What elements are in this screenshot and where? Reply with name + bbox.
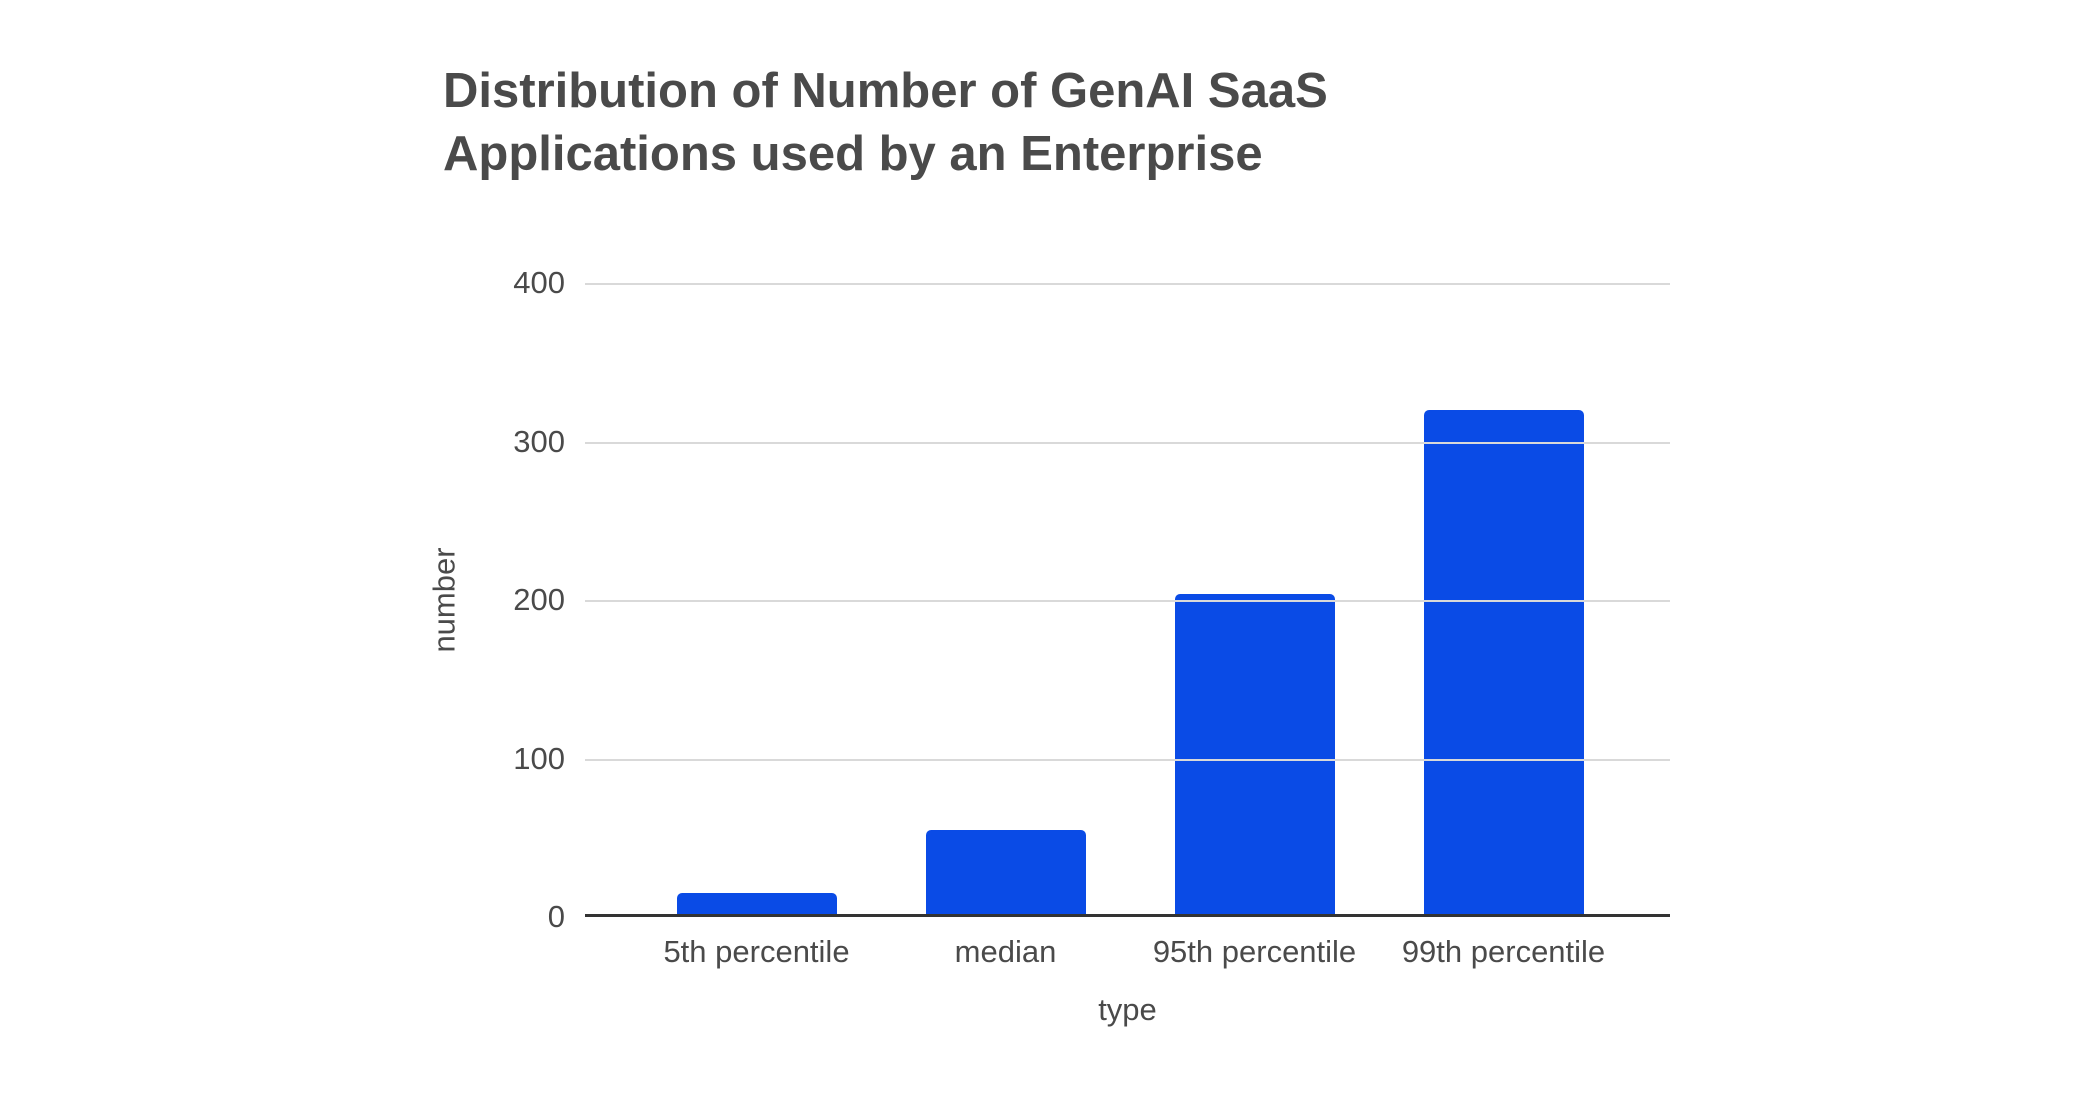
y-tick-label-300: 300	[513, 423, 565, 459]
bar-band	[1130, 283, 1379, 914]
y-tick-label-200: 200	[513, 582, 565, 617]
gridline-400	[585, 283, 1670, 285]
x-tick-label-99th-percentile: 99th percentile	[1401, 934, 1606, 969]
bar-band	[632, 283, 881, 914]
chart-title: Distribution of Number of GenAI SaaS App…	[443, 64, 1328, 181]
x-tick-labels: 5th percentile median 95th percentile 99th …	[632, 934, 1628, 970]
y-tick-label-0: 0	[547, 899, 565, 934]
bar-band	[881, 283, 1130, 914]
bar-99th-percentile	[1423, 410, 1584, 914]
x-tick-label-95th-percentile: 95th percentile	[1152, 934, 1357, 969]
gridline-200	[585, 600, 1670, 602]
x-axis-line	[585, 914, 1670, 917]
gridline-300	[585, 441, 1670, 444]
plot-area	[585, 283, 1670, 917]
x-axis-title: type	[1098, 992, 1157, 1027]
x-tick-label-5th-percentile: 5th percentile	[663, 934, 850, 969]
y-tick-labels: 400 300 200 100 0	[420, 265, 565, 934]
y-tick-label-100: 100	[513, 740, 565, 776]
bars-row	[632, 283, 1628, 914]
bar-5th-percentile	[676, 893, 837, 914]
bar-95th-percentile	[1174, 594, 1335, 914]
bar-band	[1379, 283, 1628, 914]
x-tick-label-median: median	[954, 934, 1057, 969]
gridline-100	[585, 758, 1670, 761]
bar-median	[925, 830, 1086, 914]
y-tick-label-400: 400	[513, 265, 565, 300]
